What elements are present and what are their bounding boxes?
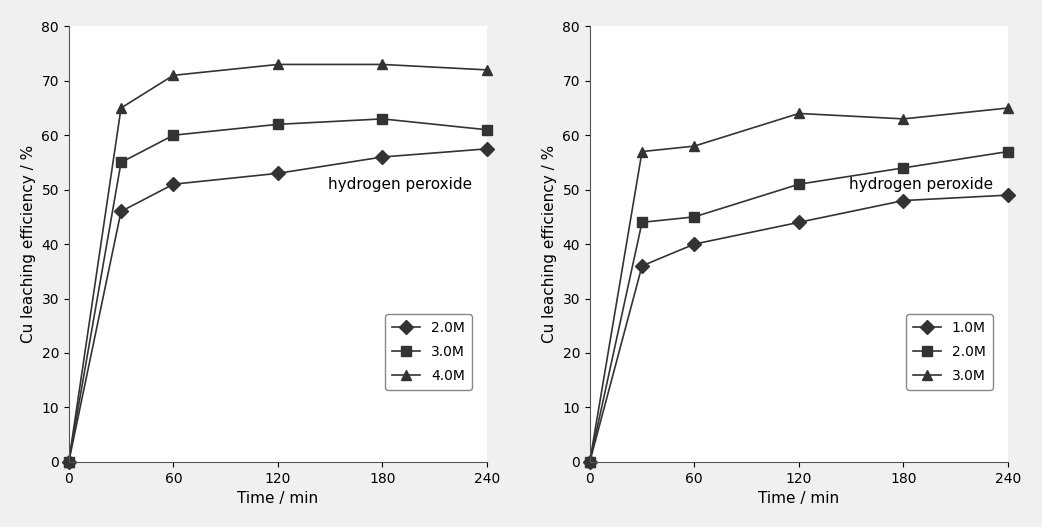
3.0M — [115, 159, 127, 165]
4.0M — [376, 61, 389, 67]
Y-axis label: Cu leaching efficiency / %: Cu leaching efficiency / % — [21, 145, 35, 343]
2.0M — [897, 165, 910, 171]
1.0M — [688, 241, 700, 247]
X-axis label: Time / min: Time / min — [759, 491, 840, 506]
2.0M — [480, 145, 493, 152]
3.0M — [688, 143, 700, 149]
3.0M — [480, 126, 493, 133]
2.0M — [115, 208, 127, 214]
Line: 1.0M: 1.0M — [585, 190, 1013, 467]
Line: 2.0M: 2.0M — [585, 147, 1013, 467]
2.0M — [793, 181, 805, 188]
1.0M — [636, 263, 648, 269]
3.0M — [376, 116, 389, 122]
4.0M — [167, 72, 179, 79]
Legend: 1.0M, 2.0M, 3.0M: 1.0M, 2.0M, 3.0M — [905, 314, 993, 389]
4.0M — [480, 67, 493, 73]
Text: hydrogen peroxide: hydrogen peroxide — [849, 177, 993, 192]
1.0M — [1001, 192, 1014, 198]
1.0M — [584, 458, 596, 465]
4.0M — [272, 61, 284, 67]
Line: 4.0M: 4.0M — [64, 60, 492, 467]
2.0M — [688, 214, 700, 220]
2.0M — [1001, 149, 1014, 155]
X-axis label: Time / min: Time / min — [238, 491, 319, 506]
3.0M — [793, 110, 805, 116]
4.0M — [115, 105, 127, 111]
1.0M — [897, 198, 910, 204]
1.0M — [793, 219, 805, 226]
Text: hydrogen peroxide: hydrogen peroxide — [328, 177, 472, 192]
3.0M — [636, 149, 648, 155]
Y-axis label: Cu leaching efficiency / %: Cu leaching efficiency / % — [542, 145, 556, 343]
Line: 3.0M: 3.0M — [585, 103, 1013, 467]
3.0M — [63, 458, 75, 465]
3.0M — [584, 458, 596, 465]
Line: 3.0M: 3.0M — [64, 114, 492, 467]
4.0M — [63, 458, 75, 465]
3.0M — [897, 116, 910, 122]
3.0M — [272, 121, 284, 128]
2.0M — [636, 219, 648, 226]
Line: 2.0M: 2.0M — [64, 144, 492, 467]
2.0M — [584, 458, 596, 465]
2.0M — [167, 181, 179, 188]
3.0M — [1001, 105, 1014, 111]
Legend: 2.0M, 3.0M, 4.0M: 2.0M, 3.0M, 4.0M — [386, 314, 472, 389]
3.0M — [167, 132, 179, 139]
2.0M — [376, 154, 389, 160]
2.0M — [63, 458, 75, 465]
2.0M — [272, 170, 284, 177]
